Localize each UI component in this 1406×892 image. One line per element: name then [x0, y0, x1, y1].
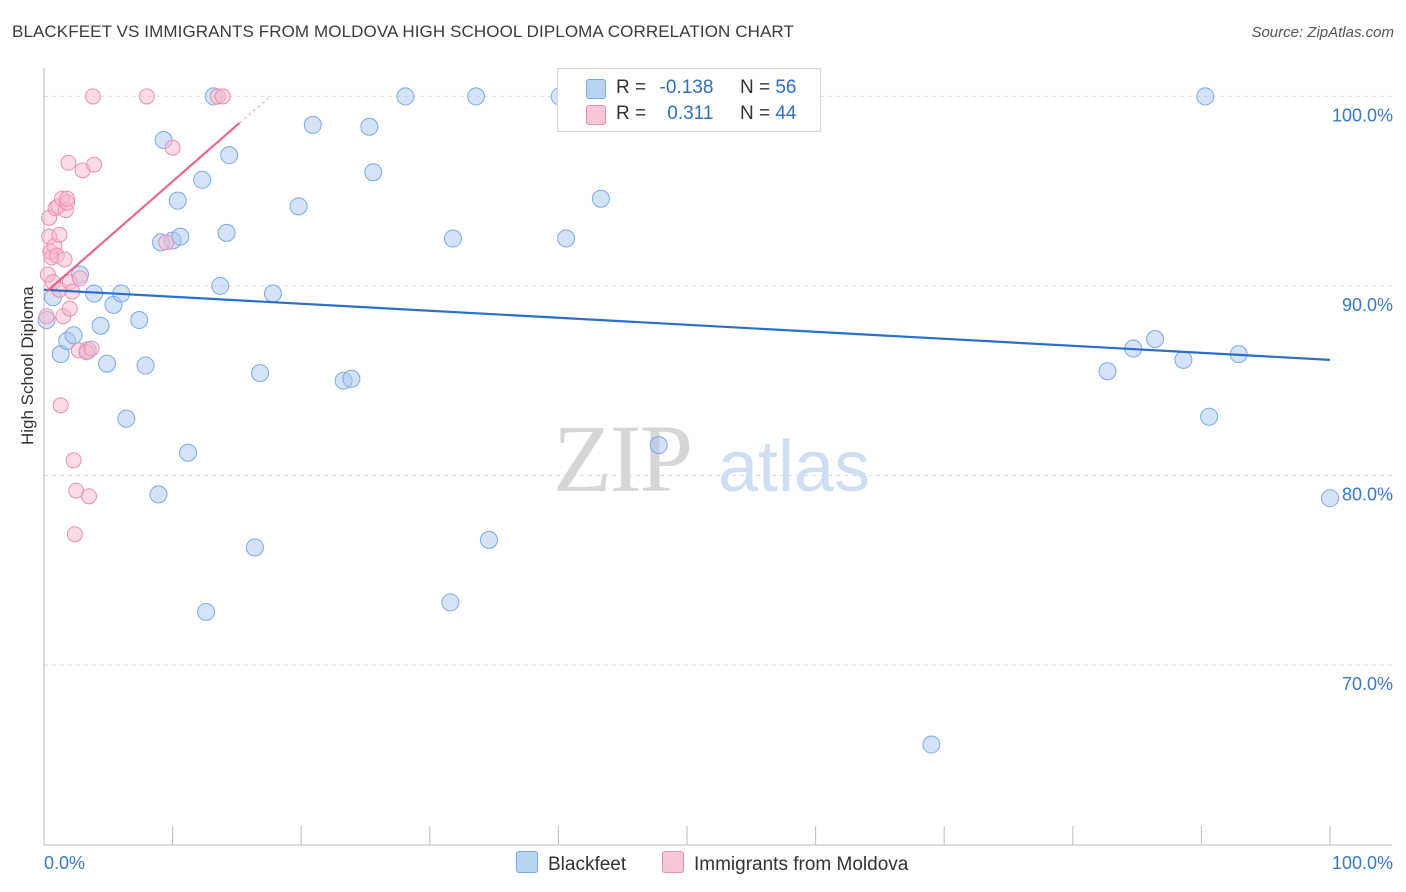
point-blackfeet-37	[396, 87, 415, 106]
point-blackfeet-47	[922, 735, 941, 754]
point-blackfeet-48	[1098, 362, 1117, 381]
point-blackfeet-14	[136, 356, 155, 375]
trend-line-blackfeet	[43, 288, 1331, 361]
point-blackfeet-21	[179, 443, 198, 462]
point-blackfeet-15	[149, 485, 168, 504]
x-tick-label-start: 0.0%	[44, 853, 85, 873]
y-tick-label-100: 100.0%	[1332, 105, 1393, 125]
point-moldova-19	[59, 190, 76, 207]
point-blackfeet-29	[251, 364, 270, 383]
point-blackfeet-32	[303, 115, 322, 134]
point-blackfeet-53	[1200, 407, 1219, 426]
legend-n-label: N =	[739, 77, 771, 98]
point-moldova-24	[65, 452, 82, 469]
point-moldova-34	[86, 156, 103, 173]
point-blackfeet-25	[211, 276, 230, 295]
bottom-legend-label-moldova: Immigrants from Moldova	[694, 854, 909, 875]
trend-line-moldova	[45, 122, 241, 293]
point-blackfeet-39	[443, 229, 462, 248]
chart-source: Source: ZipAtlas.com	[1251, 24, 1394, 41]
point-blackfeet-40	[467, 87, 486, 106]
legend-swatch-moldova	[586, 105, 606, 125]
point-blackfeet-4	[64, 326, 83, 345]
point-blackfeet-46	[649, 436, 668, 455]
point-blackfeet-55	[1321, 489, 1339, 508]
point-blackfeet-8	[91, 316, 110, 335]
point-moldova-16	[56, 251, 73, 268]
point-blackfeet-27	[220, 146, 239, 165]
bottom-legend-swatch-blackfeet	[516, 851, 538, 873]
tick-labels: 70.0% 80.0% 90.0% 100.0% 0.0% 100.0%	[44, 105, 1393, 873]
legend-r-value-moldova: 0.311	[667, 103, 714, 124]
chart-title: BLACKFEET VS IMMIGRANTS FROM MOLDOVA HIG…	[12, 22, 794, 41]
point-blackfeet-31	[289, 197, 308, 216]
bottom-legend-moldova: Immigrants from Moldova	[662, 851, 908, 876]
point-moldova-20	[60, 154, 77, 171]
legend-r-value-blackfeet: -0.138	[659, 77, 714, 98]
point-blackfeet-43	[557, 229, 576, 248]
point-blackfeet-13	[130, 311, 149, 330]
point-blackfeet-22	[193, 170, 212, 189]
legend-r-label: R =	[616, 103, 647, 124]
legend-n-value-moldova: 44	[775, 103, 797, 124]
trend-lines	[43, 95, 1331, 361]
y-tick-label-70: 70.0%	[1342, 674, 1393, 694]
point-moldova-37	[164, 139, 181, 156]
point-blackfeet-35	[360, 117, 379, 136]
point-blackfeet-36	[364, 163, 383, 182]
legend-n-value-blackfeet: 56	[775, 77, 797, 98]
point-blackfeet-51	[1174, 350, 1193, 369]
point-moldova-25	[66, 526, 83, 543]
point-blackfeet-38	[441, 593, 460, 612]
legend-r-label: R =	[616, 77, 647, 98]
point-blackfeet-28	[245, 538, 264, 557]
point-blackfeet-12	[117, 409, 136, 428]
point-moldova-12	[51, 226, 68, 243]
point-blackfeet-26	[217, 223, 236, 242]
point-blackfeet-23	[197, 602, 216, 621]
point-blackfeet-52	[1196, 87, 1215, 106]
data-points	[37, 87, 1339, 754]
point-blackfeet-30	[263, 284, 282, 303]
point-moldova-35	[138, 88, 155, 105]
gridlines	[44, 95, 1392, 666]
point-moldova-21	[61, 300, 78, 317]
point-moldova-39	[214, 88, 231, 105]
stats-legend: R = -0.138 N = 56 R = 0.311 N = 44	[557, 68, 821, 132]
watermark-atlas: atlas	[718, 427, 870, 507]
x-tick-label-end: 100.0%	[1332, 853, 1393, 873]
y-axis-label: High School Diploma	[18, 286, 37, 445]
point-moldova-0	[38, 308, 55, 325]
point-moldova-13	[52, 397, 69, 414]
bottom-legend-label-blackfeet: Blackfeet	[548, 854, 627, 875]
legend-n-label: N =	[739, 103, 771, 124]
point-blackfeet-19	[168, 191, 187, 210]
point-moldova-33	[84, 88, 101, 105]
bottom-legend-blackfeet: Blackfeet	[516, 851, 626, 876]
y-tick-label-90: 90.0%	[1342, 295, 1393, 315]
point-moldova-28	[72, 270, 89, 287]
point-blackfeet-20	[171, 227, 190, 246]
point-moldova-31	[81, 488, 98, 505]
point-blackfeet-41	[479, 530, 498, 549]
y-tick-label-80: 80.0%	[1342, 484, 1393, 504]
point-moldova-32	[83, 340, 100, 357]
axes	[43, 68, 1392, 846]
bottom-legend-swatch-moldova	[662, 851, 684, 873]
point-moldova-36	[158, 234, 175, 251]
point-blackfeet-44	[591, 189, 610, 208]
trend-extension-moldova	[239, 95, 271, 124]
watermark: ZIP atlas	[553, 405, 870, 512]
legend-swatch-blackfeet	[586, 79, 606, 99]
point-blackfeet-34	[342, 369, 361, 388]
watermark-zip: ZIP	[553, 405, 691, 512]
point-blackfeet-9	[98, 354, 117, 373]
point-blackfeet-50	[1146, 330, 1165, 349]
